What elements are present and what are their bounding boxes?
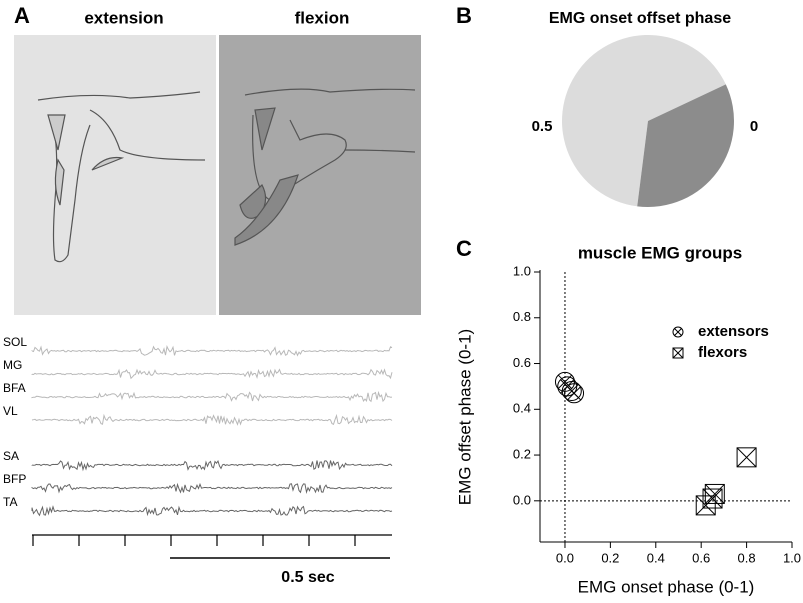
emg-trace: [31, 390, 393, 403]
circle-marker: [564, 383, 585, 404]
x-tick-label: 0.6: [692, 550, 710, 565]
phase-label: 0: [750, 118, 758, 135]
circle-marker: [672, 326, 684, 338]
flexion-panel: [219, 35, 421, 315]
x-axis-label: EMG onset phase (0-1): [578, 577, 755, 596]
trace-label: SA: [3, 449, 19, 463]
marker-cross: [567, 386, 582, 401]
x-tick-label: 0.0: [556, 550, 574, 565]
legend-label: extensors: [698, 323, 769, 340]
emg-trace: [31, 368, 393, 380]
marker-shape: [564, 383, 585, 404]
time-axis: [32, 534, 392, 546]
chart-title: muscle EMG groups: [578, 243, 742, 262]
x-tick-label: 0.4: [647, 550, 665, 565]
emg-trace: [31, 413, 393, 426]
phase-label: 0.5: [532, 118, 553, 135]
chart-title: EMG onset offset phase: [549, 10, 731, 27]
pie-slice: [561, 35, 726, 207]
emg-trace: [31, 505, 393, 517]
marker-cross: [674, 328, 682, 336]
marker-shape: [736, 447, 757, 468]
marker-cross: [672, 347, 684, 359]
emg-trace: [31, 482, 393, 495]
trace-label: BFA: [3, 381, 26, 395]
y-tick-label: 0.6: [513, 355, 531, 370]
marker-cross: [702, 488, 723, 509]
x-tick-label: 0.8: [738, 550, 756, 565]
marker-shape: [672, 347, 684, 359]
marker-shape: [672, 326, 684, 338]
box-marker: [672, 347, 684, 359]
panel-title: flexion: [295, 8, 350, 27]
box-marker: [702, 488, 723, 509]
leg-drawing: [37, 88, 416, 263]
marker-shape: [561, 380, 582, 401]
x-tick-label: 0.2: [601, 550, 619, 565]
legend-label: flexors: [698, 344, 747, 361]
panel-label: B: [456, 3, 472, 28]
emg-trace: [31, 344, 393, 357]
panel-label: C: [456, 236, 472, 261]
y-tick-label: 0.2: [513, 446, 531, 461]
extension-panel: [14, 35, 216, 315]
trace-label: BFP: [3, 472, 26, 486]
marker-shape: [695, 495, 716, 516]
emg-trace: [31, 459, 393, 472]
panel-label: A: [14, 3, 30, 28]
scale-bar-label: 0.5 sec: [281, 569, 334, 586]
marker-cross: [736, 447, 757, 468]
pie-slice: [637, 84, 734, 207]
trace-label: MG: [3, 358, 22, 372]
marker-cross: [704, 484, 725, 504]
panel-title: extension: [84, 8, 163, 27]
trace-label: SOL: [3, 335, 27, 349]
trace-label: TA: [3, 495, 17, 509]
x-tick-label: 1.0: [783, 550, 801, 565]
y-tick-label: 0.8: [513, 309, 531, 324]
trace-label: VL: [3, 404, 18, 418]
y-tick-label: 0.4: [513, 401, 531, 416]
marker-shape: [702, 488, 723, 509]
y-tick-label: 1.0: [513, 263, 531, 278]
y-tick-label: 0.0: [513, 492, 531, 507]
y-axis-label: EMG offset phase (0-1): [455, 329, 474, 505]
box-marker: [736, 447, 757, 468]
